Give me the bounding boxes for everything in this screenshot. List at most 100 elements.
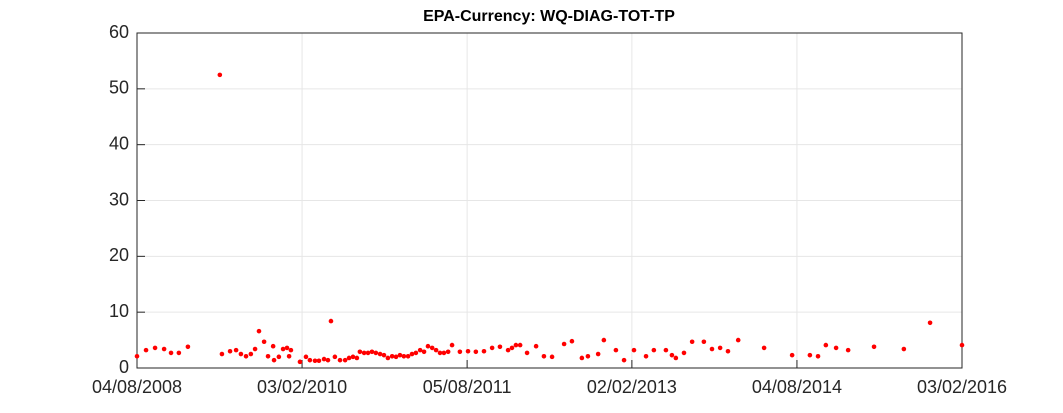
point: [369, 349, 375, 355]
point: [176, 350, 182, 356]
x-tick-label: 03/02/2016: [917, 377, 1007, 397]
point: [252, 346, 258, 352]
point: [328, 318, 334, 324]
point: [533, 343, 539, 349]
point: [243, 353, 249, 359]
point: [307, 357, 313, 363]
point: [541, 353, 547, 359]
point: [393, 354, 399, 360]
point: [871, 344, 877, 350]
point: [337, 357, 343, 363]
point: [595, 351, 601, 357]
point: [357, 349, 363, 355]
point: [227, 348, 233, 354]
point: [421, 349, 427, 355]
point: [689, 339, 695, 345]
point: [185, 344, 191, 350]
point: [365, 350, 371, 356]
point: [312, 358, 318, 364]
y-tick-label: 60: [109, 22, 129, 42]
chart-title: EPA-Currency: WQ-DIAG-TOT-TP: [423, 8, 675, 25]
point: [669, 352, 675, 358]
point: [248, 351, 254, 357]
point: [276, 354, 282, 360]
point: [350, 354, 356, 360]
point: [815, 353, 821, 359]
point: [297, 359, 303, 365]
point: [429, 345, 435, 351]
point: [735, 337, 741, 343]
point: [761, 345, 767, 351]
y-tick-label: 30: [109, 189, 129, 209]
point: [505, 347, 511, 353]
point: [271, 357, 277, 363]
point: [342, 357, 348, 363]
point: [286, 353, 292, 359]
point: [134, 353, 140, 359]
point: [497, 344, 503, 350]
point: [959, 342, 965, 348]
point: [513, 342, 519, 348]
point: [631, 347, 637, 353]
point: [701, 339, 707, 345]
point: [489, 345, 495, 351]
point: [449, 342, 455, 348]
point: [321, 356, 327, 362]
point: [217, 72, 223, 78]
point: [316, 358, 322, 364]
axes-box: [136, 32, 963, 369]
point: [161, 346, 167, 352]
point: [168, 350, 174, 356]
x-tick-label: 05/08/2011: [423, 377, 512, 397]
point: [389, 353, 395, 359]
point: [717, 345, 723, 351]
point: [673, 355, 679, 361]
point: [152, 345, 158, 351]
point: [465, 348, 471, 354]
point: [409, 351, 415, 357]
point: [579, 355, 585, 361]
x-tick-label: 04/08/2014: [752, 377, 842, 397]
point: [569, 338, 575, 344]
y-tick-label: 10: [109, 301, 129, 321]
point: [417, 347, 423, 353]
point: [445, 349, 451, 355]
point: [709, 346, 715, 352]
point: [601, 337, 607, 343]
point: [433, 347, 439, 353]
point: [823, 342, 829, 348]
point: [481, 348, 487, 354]
point: [401, 353, 407, 359]
point: [807, 352, 813, 358]
point: [845, 347, 851, 353]
point: [385, 355, 391, 361]
point: [621, 357, 627, 363]
point: [219, 351, 225, 357]
point: [405, 353, 411, 359]
point: [332, 354, 338, 360]
point: [346, 355, 352, 361]
point: [377, 351, 383, 357]
point: [256, 328, 262, 334]
x-tick-label: 04/08/2008: [92, 377, 182, 397]
point: [437, 350, 443, 356]
y-tick-label: 0: [119, 357, 129, 377]
point: [663, 347, 669, 353]
point: [284, 345, 290, 351]
point: [585, 353, 591, 359]
y-tick-label: 20: [109, 245, 129, 265]
point: [280, 346, 286, 352]
x-tick-label: 02/02/2013: [587, 377, 677, 397]
point: [613, 347, 619, 353]
point: [549, 354, 555, 360]
point: [325, 357, 331, 363]
y-tick-label: 50: [109, 78, 129, 98]
point: [288, 347, 294, 353]
point: [397, 352, 403, 358]
point: [413, 350, 419, 356]
y-tick-label: 40: [109, 133, 129, 153]
point: [354, 355, 360, 361]
point: [373, 350, 379, 356]
